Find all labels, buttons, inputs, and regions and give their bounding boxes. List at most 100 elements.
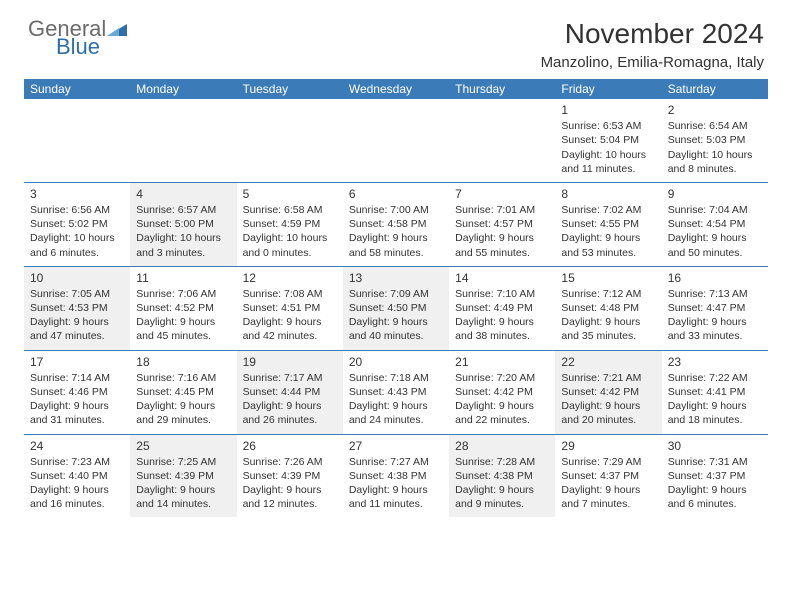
day-cell-empty [130, 99, 236, 182]
day-number: 30 [668, 438, 762, 454]
day-cell: 20Sunrise: 7:18 AMSunset: 4:43 PMDayligh… [343, 351, 449, 434]
daylight-text: Daylight: 9 hours and 24 minutes. [349, 399, 443, 427]
day-header: Thursday [449, 79, 555, 99]
daylight-text: Daylight: 9 hours and 33 minutes. [668, 315, 762, 343]
sunset-text: Sunset: 4:42 PM [561, 385, 655, 399]
week-row: 10Sunrise: 7:05 AMSunset: 4:53 PMDayligh… [24, 266, 768, 350]
day-cell: 7Sunrise: 7:01 AMSunset: 4:57 PMDaylight… [449, 183, 555, 266]
daylight-text: Daylight: 9 hours and 47 minutes. [30, 315, 124, 343]
daylight-text: Daylight: 9 hours and 16 minutes. [30, 483, 124, 511]
sunset-text: Sunset: 4:58 PM [349, 217, 443, 231]
day-cell: 15Sunrise: 7:12 AMSunset: 4:48 PMDayligh… [555, 267, 661, 350]
sunset-text: Sunset: 4:45 PM [136, 385, 230, 399]
sunset-text: Sunset: 5:04 PM [561, 133, 655, 147]
sunrise-text: Sunrise: 6:56 AM [30, 203, 124, 217]
daylight-text: Daylight: 10 hours and 8 minutes. [668, 148, 762, 176]
sunrise-text: Sunrise: 6:57 AM [136, 203, 230, 217]
sunset-text: Sunset: 4:50 PM [349, 301, 443, 315]
day-number: 11 [136, 270, 230, 286]
day-cell: 18Sunrise: 7:16 AMSunset: 4:45 PMDayligh… [130, 351, 236, 434]
logo: GeneralBlue [28, 18, 127, 58]
day-header: Friday [555, 79, 661, 99]
day-cell: 26Sunrise: 7:26 AMSunset: 4:39 PMDayligh… [237, 435, 343, 518]
week-row: 1Sunrise: 6:53 AMSunset: 5:04 PMDaylight… [24, 99, 768, 182]
sunset-text: Sunset: 4:38 PM [349, 469, 443, 483]
day-cell: 1Sunrise: 6:53 AMSunset: 5:04 PMDaylight… [555, 99, 661, 182]
day-cell: 21Sunrise: 7:20 AMSunset: 4:42 PMDayligh… [449, 351, 555, 434]
day-cell: 9Sunrise: 7:04 AMSunset: 4:54 PMDaylight… [662, 183, 768, 266]
day-cell: 6Sunrise: 7:00 AMSunset: 4:58 PMDaylight… [343, 183, 449, 266]
sunrise-text: Sunrise: 7:10 AM [455, 287, 549, 301]
sunrise-text: Sunrise: 7:23 AM [30, 455, 124, 469]
day-number: 27 [349, 438, 443, 454]
sunset-text: Sunset: 4:53 PM [30, 301, 124, 315]
day-number: 18 [136, 354, 230, 370]
sunrise-text: Sunrise: 7:14 AM [30, 371, 124, 385]
day-number: 22 [561, 354, 655, 370]
sunset-text: Sunset: 4:54 PM [668, 217, 762, 231]
sunrise-text: Sunrise: 7:20 AM [455, 371, 549, 385]
day-number: 19 [243, 354, 337, 370]
sunrise-text: Sunrise: 7:12 AM [561, 287, 655, 301]
sunset-text: Sunset: 4:42 PM [455, 385, 549, 399]
sunset-text: Sunset: 4:59 PM [243, 217, 337, 231]
daylight-text: Daylight: 10 hours and 11 minutes. [561, 148, 655, 176]
daylight-text: Daylight: 9 hours and 50 minutes. [668, 231, 762, 259]
day-number: 15 [561, 270, 655, 286]
day-cell: 28Sunrise: 7:28 AMSunset: 4:38 PMDayligh… [449, 435, 555, 518]
daylight-text: Daylight: 9 hours and 53 minutes. [561, 231, 655, 259]
calendar-table: SundayMondayTuesdayWednesdayThursdayFrid… [0, 79, 792, 517]
sunrise-text: Sunrise: 7:21 AM [561, 371, 655, 385]
daylight-text: Daylight: 9 hours and 35 minutes. [561, 315, 655, 343]
day-number: 17 [30, 354, 124, 370]
week-row: 3Sunrise: 6:56 AMSunset: 5:02 PMDaylight… [24, 182, 768, 266]
daylight-text: Daylight: 9 hours and 11 minutes. [349, 483, 443, 511]
day-number: 2 [668, 102, 762, 118]
day-number: 16 [668, 270, 762, 286]
sunrise-text: Sunrise: 7:01 AM [455, 203, 549, 217]
location: Manzolino, Emilia-Romagna, Italy [541, 54, 764, 71]
daylight-text: Daylight: 9 hours and 18 minutes. [668, 399, 762, 427]
sunset-text: Sunset: 4:39 PM [136, 469, 230, 483]
sunset-text: Sunset: 4:38 PM [455, 469, 549, 483]
day-cell: 14Sunrise: 7:10 AMSunset: 4:49 PMDayligh… [449, 267, 555, 350]
day-cell: 4Sunrise: 6:57 AMSunset: 5:00 PMDaylight… [130, 183, 236, 266]
daylight-text: Daylight: 9 hours and 31 minutes. [30, 399, 124, 427]
day-header: Tuesday [237, 79, 343, 99]
sunset-text: Sunset: 4:47 PM [668, 301, 762, 315]
day-cell: 27Sunrise: 7:27 AMSunset: 4:38 PMDayligh… [343, 435, 449, 518]
daylight-text: Daylight: 9 hours and 7 minutes. [561, 483, 655, 511]
day-header: Wednesday [343, 79, 449, 99]
day-cell: 11Sunrise: 7:06 AMSunset: 4:52 PMDayligh… [130, 267, 236, 350]
day-number: 20 [349, 354, 443, 370]
day-cell-empty [449, 99, 555, 182]
sunrise-text: Sunrise: 7:31 AM [668, 455, 762, 469]
daylight-text: Daylight: 9 hours and 9 minutes. [455, 483, 549, 511]
day-number: 1 [561, 102, 655, 118]
daylight-text: Daylight: 9 hours and 14 minutes. [136, 483, 230, 511]
day-header: Sunday [24, 79, 130, 99]
daylight-text: Daylight: 9 hours and 22 minutes. [455, 399, 549, 427]
sunset-text: Sunset: 4:52 PM [136, 301, 230, 315]
day-number: 3 [30, 186, 124, 202]
day-number: 25 [136, 438, 230, 454]
sunrise-text: Sunrise: 7:08 AM [243, 287, 337, 301]
sunset-text: Sunset: 4:48 PM [561, 301, 655, 315]
day-number: 6 [349, 186, 443, 202]
day-number: 10 [30, 270, 124, 286]
sunrise-text: Sunrise: 6:54 AM [668, 119, 762, 133]
sunset-text: Sunset: 4:43 PM [349, 385, 443, 399]
sunrise-text: Sunrise: 7:09 AM [349, 287, 443, 301]
sunset-text: Sunset: 4:41 PM [668, 385, 762, 399]
daylight-text: Daylight: 10 hours and 0 minutes. [243, 231, 337, 259]
daylight-text: Daylight: 10 hours and 6 minutes. [30, 231, 124, 259]
day-number: 4 [136, 186, 230, 202]
daylight-text: Daylight: 9 hours and 38 minutes. [455, 315, 549, 343]
sunset-text: Sunset: 4:37 PM [561, 469, 655, 483]
sunset-text: Sunset: 4:40 PM [30, 469, 124, 483]
sunrise-text: Sunrise: 7:05 AM [30, 287, 124, 301]
title-block: November 2024 Manzolino, Emilia-Romagna,… [541, 18, 764, 71]
sunrise-text: Sunrise: 7:00 AM [349, 203, 443, 217]
sunset-text: Sunset: 5:00 PM [136, 217, 230, 231]
day-cell: 13Sunrise: 7:09 AMSunset: 4:50 PMDayligh… [343, 267, 449, 350]
